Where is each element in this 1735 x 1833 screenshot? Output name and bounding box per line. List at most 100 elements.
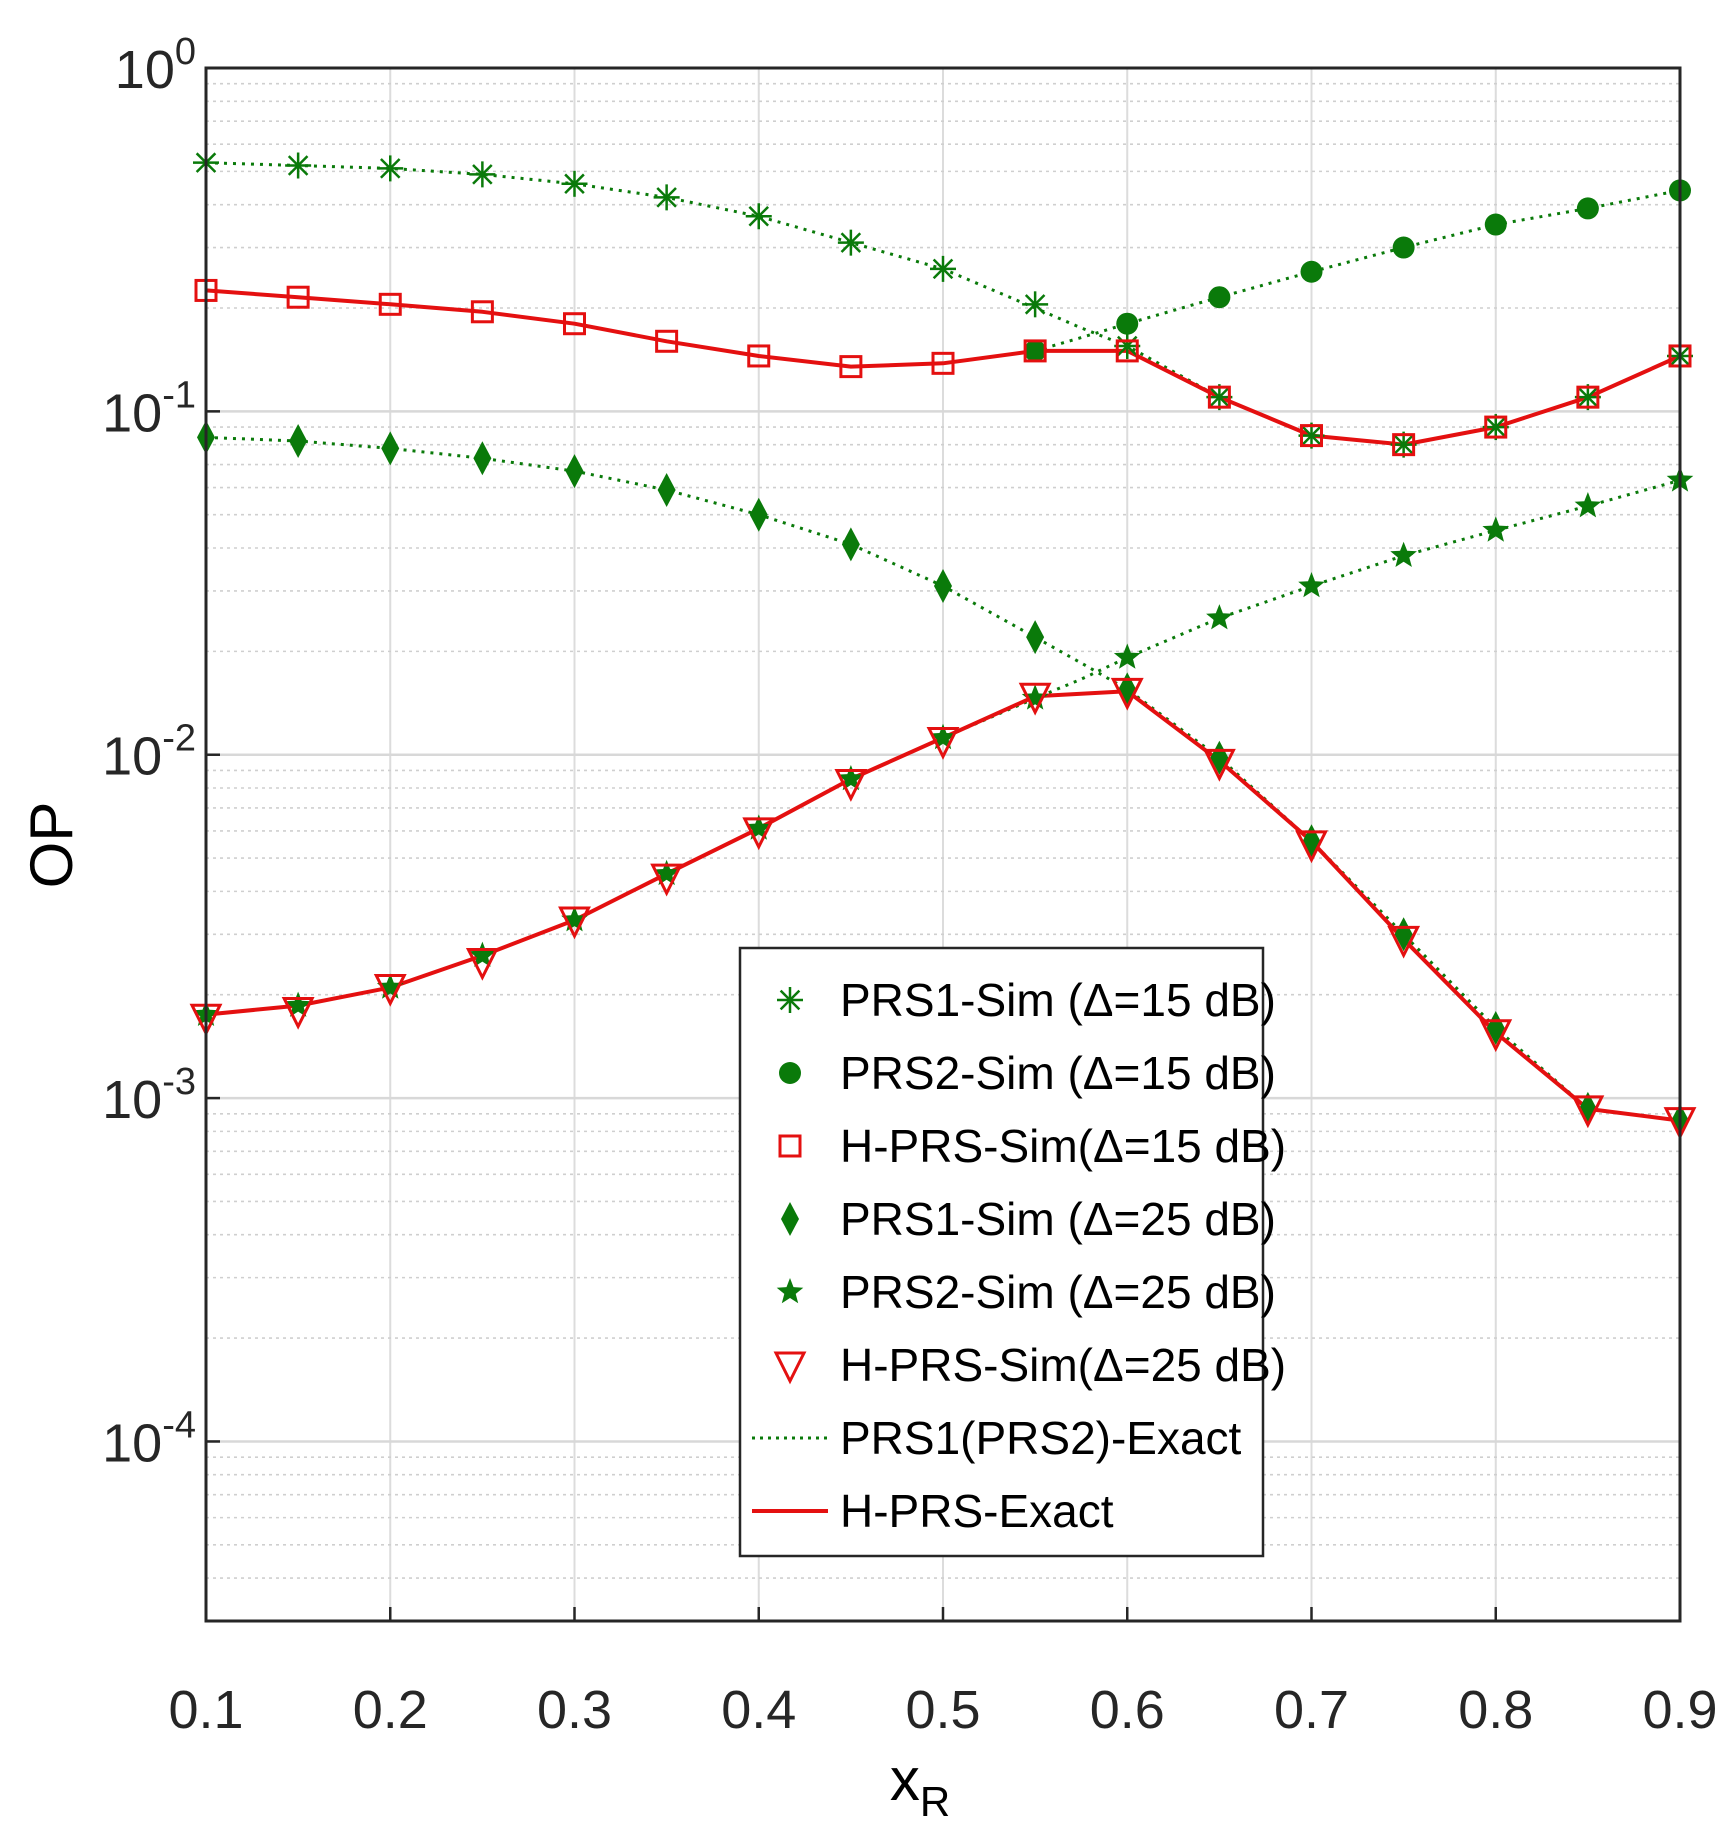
prs2-sim-25-db-point [1574,492,1602,518]
h-prs-sim-15-db-point [1484,415,1508,439]
h-prs-sim-25-db-point [1479,1019,1513,1053]
y-tick-exponent: 0 [175,31,196,73]
prs2-sim-15-db-point [1024,339,1047,362]
triangle-down-shape [1479,1019,1513,1053]
square-shape [1392,433,1416,457]
h-prs-sim-25-db-point [1295,830,1328,864]
legend-star-icon [776,1278,804,1304]
y-tick-base: 10 [102,727,162,787]
asterisk-stroke [1485,416,1506,438]
y-tick-label: 10-3 [102,1061,196,1130]
square-shape [747,344,771,368]
legend-square-icon [778,1134,802,1158]
h-prs-sim-15-db-point [1023,339,1047,363]
x-ticks: 0.1 0.2 0.3 0.4 0.5 0.6 0.7 0.8 0.9 [168,1607,1718,1740]
x-tick-label: 0.8 [1458,1680,1533,1740]
legend-diamond-icon [781,1202,799,1236]
prs1-sim-15-db-point [837,229,864,256]
prs1-sim-25-db-point [657,473,676,508]
circle-shape [1024,339,1047,362]
h-prs-sim-25-db-point [281,996,315,1030]
prs1-sim-25-db-point [749,497,768,532]
diamond-shape [781,1202,799,1236]
h-prs-sim-25-db-point [373,973,407,1007]
asterisk-stroke [932,258,954,280]
h-prs-sim-25-db-point [1202,748,1236,782]
legend-label: H-PRS-Sim(Δ=25 dB) [840,1339,1286,1391]
star-shape [929,723,957,750]
h-prs-exact-curve-1 [205,288,1681,447]
prs2-sim-25-db-point [1206,604,1233,630]
diamond-shape [749,497,768,532]
square-shape [470,300,494,324]
h-prs-sim-15-db-point [931,351,955,375]
legend-entry-prs2-sim-15-db: PRS2-Sim (Δ=15 dB) [779,1047,1276,1099]
star-shape [561,906,588,932]
diamond-shape [841,527,860,562]
star-shape [1574,492,1602,518]
prs1-sim-15-db-point [561,170,588,197]
legend: PRS1-Sim (Δ=15 dB) PRS2-Sim (Δ=15 dB) H-PR… [738,946,1286,1558]
asterisk-stroke [380,158,401,179]
diamond-shape [1394,917,1413,952]
star-shape [376,973,404,999]
square-shape [1023,339,1047,363]
diamond-shape [289,423,308,458]
legend-circle-icon [779,1062,801,1084]
asterisk-stroke [656,187,677,208]
legend-label: PRS2-Sim (Δ=15 dB) [840,1047,1276,1099]
prs2-sim-25-db-point [745,814,773,840]
h-prs-sim-25-db-point [465,947,499,981]
circle-shape [1484,213,1507,236]
triangle-down-shape [558,906,591,940]
square-shape [778,1134,802,1158]
y-tick-base: 10 [102,1413,162,1473]
h-prs-sim-15-db-point [378,292,402,316]
triangle-down-shape [1387,925,1421,959]
asterisk-stroke [564,173,585,195]
circle-shape [1208,286,1231,309]
diamond-shape [565,454,584,489]
asterisk-stroke [1577,386,1599,408]
legend-label: PRS2-Sim (Δ=25 dB) [840,1266,1276,1318]
x-tick-label: 0.7 [1274,1680,1349,1740]
y-tick-base: 10 [102,383,162,443]
prs2-sim-25-db-point [469,941,496,967]
square-shape [1300,424,1323,448]
triangle-down-shape [834,769,868,802]
triangle-down-shape [650,863,684,897]
prs1-sim-15-db-point [745,203,772,230]
y-tick-label: 10-1 [102,374,196,443]
prs1-sim-25-db-point [1026,620,1045,655]
prs2-sim-25-db-point [1298,572,1325,598]
h-prs-sim-25-db-point [1018,682,1052,716]
h-prs-sim-25-db-point [650,863,684,897]
legend-box [738,946,1265,1558]
prs1-sim-25-db-point [381,431,400,466]
triangle-down-shape [773,1351,807,1385]
triangle-down-shape [742,817,776,851]
triangle-down-shape [281,996,315,1030]
prs2-sim-15-db-point [1576,197,1599,220]
star-shape [745,814,773,840]
legend-triangle-down-icon [773,1351,807,1385]
x-tick-label: 0.6 [1090,1680,1165,1740]
y-tick-label: 10-2 [102,718,196,787]
asterisk-stroke [1393,434,1414,455]
triangle-down-shape [1295,830,1328,864]
diamond-shape [1026,620,1045,655]
prs2-sim-25-db-point [561,906,588,932]
triangle-down-shape [373,973,407,1007]
legend-label: PRS1-Sim (Δ=25 dB) [840,1193,1276,1245]
prs1-prs2-exact-curve-3 [205,435,1681,1123]
prs1-sim-25-db-point [841,527,860,562]
prs1-sim-15-db-point [1022,291,1049,318]
star-shape [776,1278,804,1304]
prs2-sim-25-db-point [1021,684,1049,710]
h-prs-sim-15-db-point [1115,339,1139,363]
diamond-shape [657,473,676,508]
y-tick-base: 10 [115,40,175,100]
prs1-sim-25-db-point [289,423,308,458]
circle-shape [779,1062,801,1084]
star-shape [1113,643,1141,669]
